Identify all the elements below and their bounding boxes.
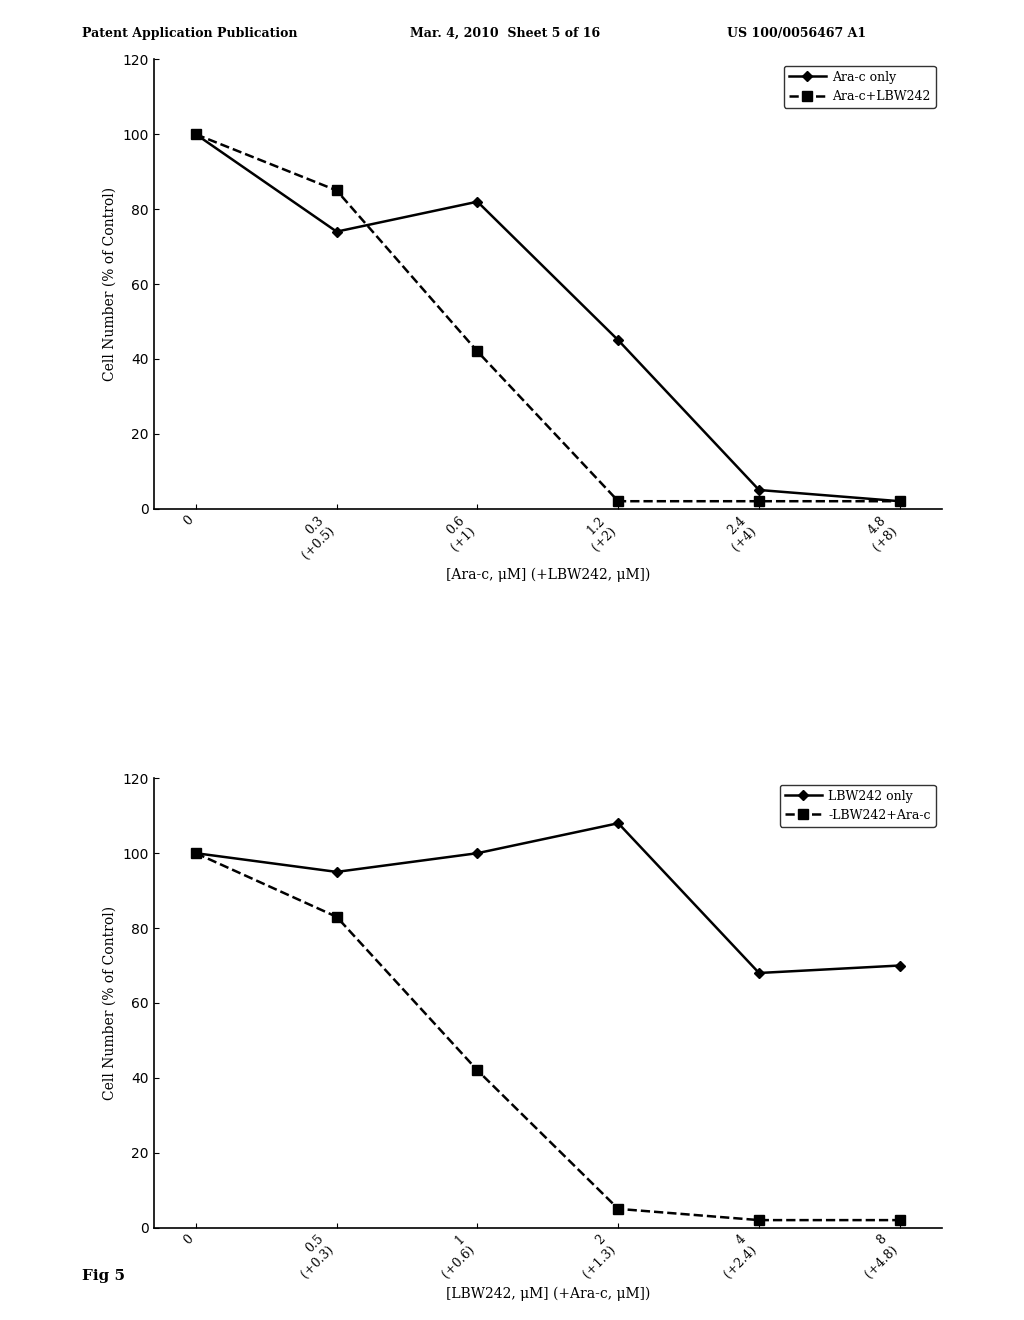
Line: LBW242 only: LBW242 only (193, 820, 903, 977)
Ara-c only (189, 127, 202, 143)
Line: Ara-c+LBW242: Ara-c+LBW242 (191, 129, 904, 506)
Ara-c+LBW242 (894, 494, 906, 510)
LBW242 only (471, 845, 483, 861)
Text: US 100/0056467 A1: US 100/0056467 A1 (727, 26, 866, 40)
LBW242 only (894, 957, 906, 973)
Ara-c only (753, 482, 765, 498)
Text: Patent Application Publication: Patent Application Publication (82, 26, 297, 40)
Ara-c+LBW242 (471, 343, 483, 359)
Ara-c only (471, 194, 483, 210)
Text: Fig 5: Fig 5 (82, 1270, 125, 1283)
-LBW242+Ara-c (894, 1212, 906, 1228)
Ara-c only (612, 333, 625, 348)
Y-axis label: Cell Number (% of Control): Cell Number (% of Control) (102, 906, 117, 1100)
LBW242 only (189, 845, 202, 861)
Legend: LBW242 only, -LBW242+Ara-c: LBW242 only, -LBW242+Ara-c (779, 784, 936, 826)
X-axis label: [LBW242, μM] (+Ara-c, μM]): [LBW242, μM] (+Ara-c, μM]) (445, 1287, 650, 1300)
LBW242 only (753, 965, 765, 981)
LBW242 only (331, 865, 343, 880)
Ara-c+LBW242 (189, 127, 202, 143)
Ara-c+LBW242 (331, 182, 343, 198)
X-axis label: [Ara-c, μM] (+LBW242, μM]): [Ara-c, μM] (+LBW242, μM]) (445, 568, 650, 582)
-LBW242+Ara-c (471, 1063, 483, 1078)
Line: Ara-c only: Ara-c only (193, 131, 903, 504)
Ara-c+LBW242 (753, 494, 765, 510)
Ara-c only (894, 494, 906, 510)
Legend: Ara-c only, Ara-c+LBW242: Ara-c only, Ara-c+LBW242 (783, 66, 936, 108)
-LBW242+Ara-c (753, 1212, 765, 1228)
Line: -LBW242+Ara-c: -LBW242+Ara-c (191, 849, 904, 1225)
-LBW242+Ara-c (612, 1201, 625, 1217)
-LBW242+Ara-c (189, 845, 202, 861)
-LBW242+Ara-c (331, 909, 343, 925)
LBW242 only (612, 816, 625, 832)
Ara-c only (331, 223, 343, 239)
Y-axis label: Cell Number (% of Control): Cell Number (% of Control) (102, 187, 117, 381)
Ara-c+LBW242 (612, 494, 625, 510)
Text: Mar. 4, 2010  Sheet 5 of 16: Mar. 4, 2010 Sheet 5 of 16 (410, 26, 600, 40)
